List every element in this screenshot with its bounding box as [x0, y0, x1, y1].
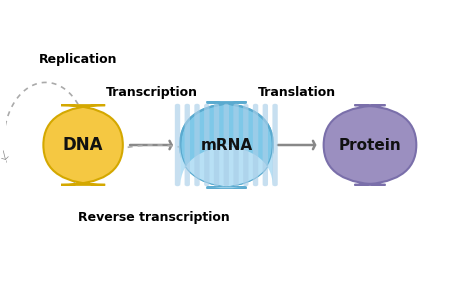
FancyBboxPatch shape — [272, 104, 278, 186]
Text: Translation: Translation — [258, 86, 336, 99]
FancyBboxPatch shape — [234, 104, 239, 186]
FancyBboxPatch shape — [175, 104, 180, 186]
FancyBboxPatch shape — [214, 104, 219, 186]
Text: Replication: Replication — [39, 53, 117, 66]
FancyBboxPatch shape — [194, 104, 200, 186]
FancyBboxPatch shape — [263, 104, 268, 186]
Text: Transcription: Transcription — [105, 86, 198, 99]
Text: mRNA: mRNA — [200, 137, 252, 153]
FancyBboxPatch shape — [43, 105, 123, 185]
Text: Reverse transcription: Reverse transcription — [78, 211, 230, 224]
FancyBboxPatch shape — [204, 104, 209, 186]
FancyBboxPatch shape — [253, 104, 258, 186]
FancyBboxPatch shape — [243, 104, 248, 186]
FancyBboxPatch shape — [324, 105, 416, 185]
FancyBboxPatch shape — [224, 104, 229, 186]
Text: Protein: Protein — [338, 137, 401, 153]
FancyBboxPatch shape — [180, 102, 273, 188]
FancyBboxPatch shape — [184, 104, 190, 186]
FancyBboxPatch shape — [180, 145, 273, 188]
Text: DNA: DNA — [63, 136, 104, 154]
